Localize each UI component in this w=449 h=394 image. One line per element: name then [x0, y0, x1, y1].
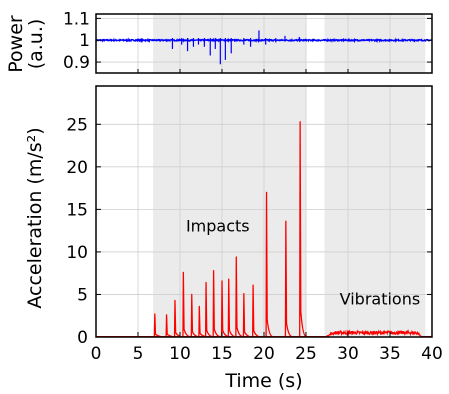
power-trace: [95, 37, 433, 44]
top-y-ticks: 0.911.1: [63, 9, 432, 73]
bottom-xtick-label: 35: [379, 344, 401, 364]
top-ylabel-line2: (a.u.): [25, 19, 47, 70]
top-panel: 0.911.1 Power (a.u.): [5, 9, 433, 74]
top-power-series: [95, 30, 433, 65]
annotation-vibrations: Vibrations: [340, 290, 421, 309]
top-shaded-region: [153, 14, 306, 73]
bottom-xtick-label: 15: [211, 344, 233, 364]
bottom-ylabel: Acceleration (m/s²): [24, 127, 46, 308]
bottom-gridlines: [96, 86, 432, 337]
top-shaded-region: [324, 14, 426, 73]
bottom-panel: 0 5 10 15 20 25 30 35 40 0 5 10 15 20 25 Impacts Vibra…: [24, 69, 443, 392]
top-ylabel-line1: Power: [5, 15, 27, 73]
impact-spike: [235, 256, 243, 338]
bottom-xtick-label: 5: [133, 344, 144, 364]
annotation-impacts: Impacts: [186, 216, 250, 235]
bottom-shaded-region: [324, 86, 426, 337]
bottom-xtick-label: 40: [421, 344, 443, 364]
bottom-y-ticks: 0 5 10 15 20 25: [66, 115, 432, 348]
bottom-ytick-label: 20: [66, 158, 88, 178]
bottom-ytick-label: 5: [77, 285, 88, 305]
vibration-trace: [325, 328, 422, 338]
bottom-x-ticks: 0 5 10 15 20 25 30 35 40: [91, 69, 443, 364]
bottom-ytick-label: 25: [66, 115, 88, 135]
top-ytick-label: 0.9: [63, 53, 90, 73]
bottom-xtick-label: 10: [169, 344, 191, 364]
bottom-xtick-label: 20: [253, 344, 275, 364]
bottom-ytick-label: 10: [66, 243, 88, 263]
impact-spike: [265, 191, 273, 338]
bottom-xtick-label: 0: [91, 344, 102, 364]
bottom-ytick-label: 0: [77, 328, 88, 348]
impact-spike: [299, 121, 307, 338]
bottom-annotations: Impacts Vibrations: [186, 216, 420, 308]
bottom-xtick-label: 25: [295, 344, 317, 364]
top-shaded-regions: [153, 14, 426, 73]
bottom-xlabel: Time (s): [224, 370, 302, 392]
top-ytick-label: 1.1: [63, 9, 90, 29]
bottom-ytick-label: 15: [66, 200, 88, 220]
bottom-xtick-label: 30: [337, 344, 359, 364]
top-ytick-label: 1: [79, 31, 90, 51]
impact-spike: [284, 220, 292, 338]
